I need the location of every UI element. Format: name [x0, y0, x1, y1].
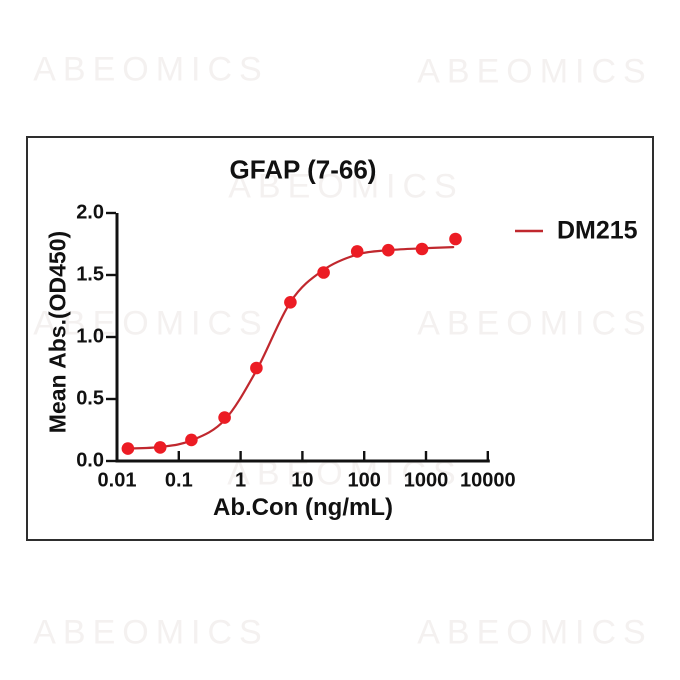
y-tick-label: 1.5 [76, 263, 104, 286]
data-point [284, 296, 297, 309]
chart-title: GFAP (7-66) [229, 154, 377, 185]
watermark: ABEOMICS [228, 167, 464, 206]
data-point [449, 232, 462, 246]
y-tick-label: 1.0 [76, 325, 104, 348]
watermark: ABEOMICS [33, 613, 269, 652]
data-point [218, 411, 231, 424]
watermark: ABEOMICS [417, 304, 653, 343]
watermark: ABEOMICS [417, 52, 653, 91]
fit-curve [125, 246, 455, 450]
data-point [382, 243, 395, 257]
x-tick-label: 100 [347, 469, 381, 492]
x-tick-label: 1 [235, 469, 247, 492]
x-axis-title: Ab.Con (ng/mL) [213, 494, 393, 521]
data-point [317, 266, 330, 279]
y-tick-label: 0.5 [76, 387, 104, 410]
data-point [153, 441, 167, 454]
data-point [185, 433, 198, 447]
legend-series-label: DM215 [557, 216, 638, 245]
data-point [415, 242, 429, 256]
x-tick-label: 10000 [459, 469, 516, 492]
y-tick-label: 0.0 [76, 449, 104, 472]
y-axis-title: Mean Abs.(OD450) [44, 230, 71, 434]
y-tick-label: 2.0 [76, 201, 104, 224]
x-tick-label: 10 [291, 469, 314, 492]
watermark: ABEOMICS [33, 50, 269, 89]
data-point [121, 442, 135, 455]
data-point [350, 245, 364, 258]
axis-lines [115, 213, 490, 463]
data-point [250, 361, 263, 375]
x-tick-label: 0.1 [164, 469, 193, 492]
watermark: ABEOMICS [417, 613, 653, 652]
chart-panel-border [26, 136, 654, 541]
x-tick-label: 1000 [403, 469, 449, 492]
x-tick-label: 0.01 [97, 469, 137, 492]
watermark: ABEOMICS [33, 304, 269, 343]
